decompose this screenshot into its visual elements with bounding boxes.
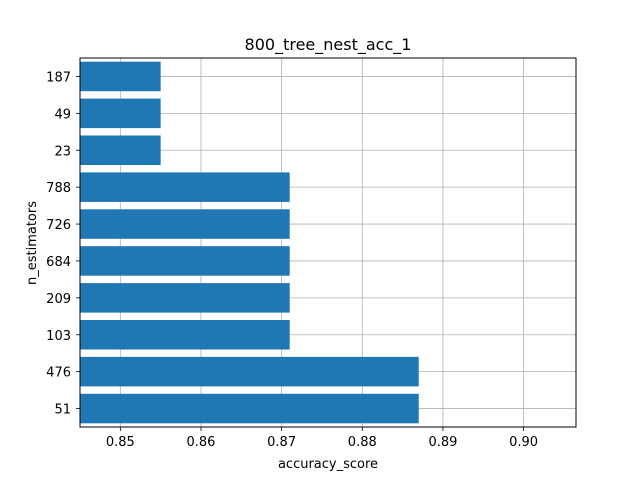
x-tick-label: 0.85 [106, 435, 135, 450]
bar-23 [80, 135, 161, 166]
bar-51 [80, 393, 419, 424]
x-tick-label: 0.89 [428, 435, 457, 450]
x-tick-label: 0.90 [509, 435, 538, 450]
x-tick-label: 0.86 [186, 435, 215, 450]
y-axis-title: n_estimators [25, 201, 40, 285]
y-axis-ticks: 51 476 103 209 684 726 788 23 49 187 [46, 70, 80, 418]
y-tick-label: 51 [54, 403, 71, 418]
chart-title: 800_tree_nest_acc_1 [245, 35, 412, 55]
bar-209 [80, 283, 290, 313]
y-tick-label: 726 [46, 218, 71, 233]
x-tick-label: 0.88 [348, 435, 377, 450]
y-tick-label: 23 [54, 144, 71, 159]
y-tick-label: 684 [46, 255, 71, 270]
plot-frame [79, 57, 577, 428]
x-tick-label: 0.87 [267, 435, 296, 450]
y-tick-label: 476 [46, 366, 71, 381]
bar-726 [80, 209, 290, 239]
bar-476 [80, 356, 419, 387]
bar-684 [80, 246, 290, 276]
y-tick-label: 49 [54, 107, 71, 122]
bar-187 [80, 61, 161, 92]
bar-788 [80, 172, 290, 202]
y-tick-label: 103 [46, 329, 71, 344]
x-axis-title: accuracy_score [278, 457, 378, 472]
bar-49 [80, 98, 161, 129]
y-tick-label: 187 [46, 70, 71, 85]
x-axis-ticks: 0.85 0.86 0.87 0.88 0.89 0.90 [106, 427, 538, 450]
bar-103 [80, 319, 290, 350]
y-tick-label: 209 [46, 292, 71, 307]
bars [80, 61, 419, 424]
y-tick-label: 788 [46, 181, 71, 196]
